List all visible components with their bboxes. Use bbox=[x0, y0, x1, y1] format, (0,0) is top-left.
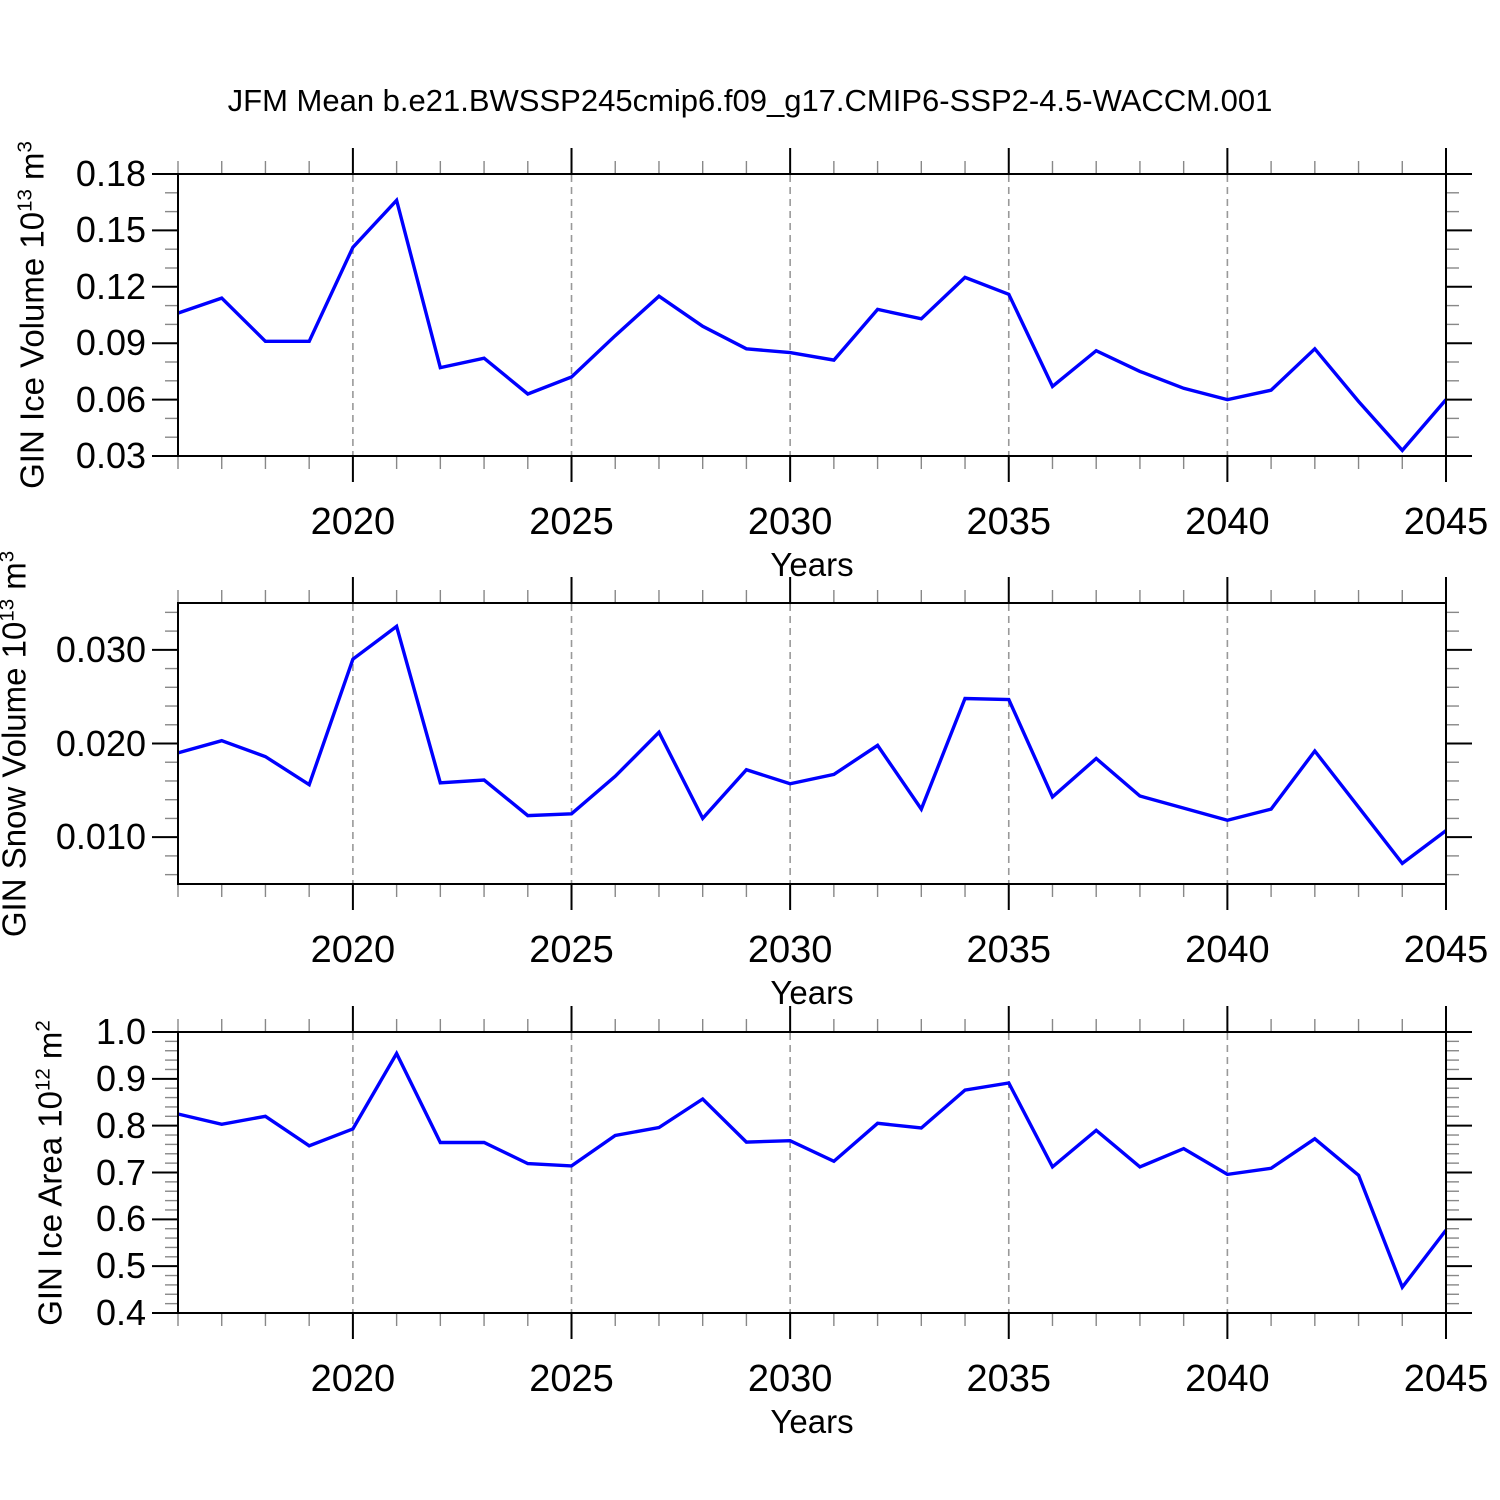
plot-box bbox=[177, 602, 1447, 885]
plot-3 bbox=[152, 1006, 1472, 1339]
data-line bbox=[177, 623, 1448, 866]
figure-title: JFM Mean b.e21.BWSSP245cmip6.f09_g17.CMI… bbox=[227, 83, 1273, 118]
gridlines bbox=[352, 604, 1229, 883]
plot-box bbox=[177, 1031, 1447, 1314]
plot-2 bbox=[152, 577, 1472, 910]
gridlines bbox=[352, 1033, 1229, 1312]
data-line bbox=[177, 1049, 1448, 1291]
plot-box bbox=[177, 173, 1447, 457]
axis-ticks bbox=[152, 577, 1472, 910]
axis-ticks bbox=[152, 1006, 1472, 1339]
gridlines bbox=[352, 175, 1229, 455]
axis-ticks bbox=[152, 148, 1472, 482]
plot-1 bbox=[152, 148, 1472, 482]
data-line bbox=[177, 196, 1448, 453]
